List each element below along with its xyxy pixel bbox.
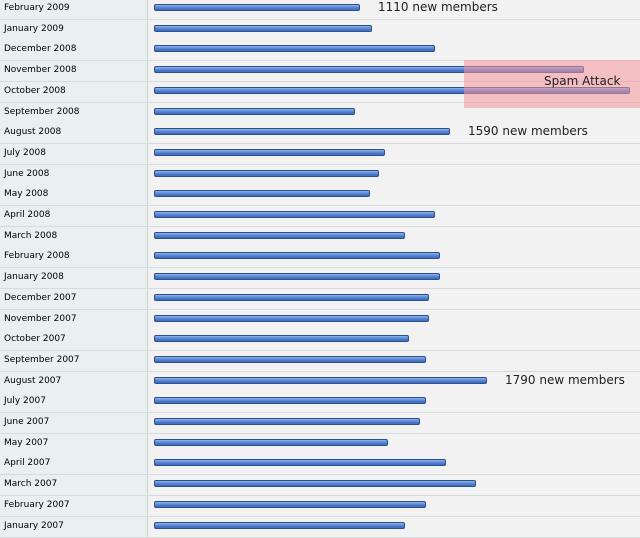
category-label: November 2008: [4, 65, 77, 76]
row-label-cell: October 2007: [0, 330, 148, 351]
row-label-cell: July 2008: [0, 143, 148, 164]
bar: [154, 335, 409, 343]
member-count-annotation: 1590 new members: [468, 124, 588, 139]
row-label-cell: January 2008: [0, 268, 148, 289]
row-label-cell: September 2007: [0, 350, 148, 371]
row-label-cell: November 2007: [0, 309, 148, 330]
category-label: March 2007: [4, 479, 58, 490]
row-label-cell: June 2008: [0, 164, 148, 185]
category-label: February 2008: [4, 251, 70, 262]
category-label: December 2008: [4, 44, 77, 55]
row-label-cell: February 2008: [0, 247, 148, 268]
category-label: September 2008: [4, 106, 80, 117]
category-label: November 2007: [4, 313, 77, 324]
bar: [154, 190, 370, 198]
bar: [154, 24, 372, 32]
bar: [154, 418, 420, 425]
row-label-cell: March 2008: [0, 226, 148, 247]
bar: [154, 397, 426, 405]
category-label: August 2007: [4, 375, 62, 386]
bar: [154, 252, 440, 260]
row-label-cell: August 2008: [0, 123, 148, 144]
category-label: February 2009: [4, 3, 70, 13]
bar: [154, 45, 435, 53]
bar: [154, 459, 446, 467]
member-count-annotation: 1790 new members: [505, 372, 625, 387]
category-label: October 2008: [4, 85, 66, 96]
category-label: March 2008: [4, 230, 58, 241]
row-label-cell: January 2007: [0, 516, 148, 537]
category-label: September 2007: [4, 354, 80, 365]
bar: [154, 231, 405, 239]
bar: [154, 438, 388, 446]
bar: [154, 273, 440, 281]
category-label: May 2008: [4, 189, 49, 200]
row-label-cell: February 2009: [0, 0, 148, 19]
bar: [154, 148, 385, 156]
bar: [154, 169, 379, 177]
row-label-cell: August 2007: [0, 371, 148, 392]
spam-attack-highlight: [464, 59, 640, 108]
category-label: August 2008: [4, 127, 62, 138]
bar: [154, 4, 360, 11]
category-label: July 2008: [4, 147, 46, 158]
category-label: June 2008: [4, 168, 50, 179]
row-label-cell: May 2007: [0, 433, 148, 454]
row-label-cell: September 2008: [0, 102, 148, 123]
bar: [154, 128, 450, 136]
bar: [154, 211, 435, 218]
row-label-cell: March 2007: [0, 475, 148, 496]
row-label-cell: November 2008: [0, 61, 148, 82]
row-label-cell: April 2007: [0, 454, 148, 475]
category-label: January 2008: [4, 272, 64, 283]
bar: [154, 355, 426, 363]
row-label-cell: April 2008: [0, 206, 148, 226]
row-label-cell: October 2008: [0, 81, 148, 102]
category-label: June 2007: [4, 417, 50, 427]
category-label: January 2009: [4, 23, 64, 34]
row-label-cell: February 2007: [0, 495, 148, 516]
category-label: January 2007: [4, 520, 64, 531]
spam-attack-annotation: Spam Attack: [544, 73, 621, 88]
bar: [154, 293, 429, 301]
category-label: December 2007: [4, 292, 77, 303]
row-label-cell: January 2009: [0, 19, 148, 40]
member-count-annotation: 1110 new members: [378, 0, 498, 14]
category-label: October 2007: [4, 334, 66, 345]
bar: [154, 107, 355, 115]
bar: [154, 314, 429, 322]
row-label-cell: December 2008: [0, 40, 148, 61]
category-label: May 2007: [4, 437, 49, 448]
row-label-cell: December 2007: [0, 288, 148, 309]
category-label: April 2007: [4, 458, 51, 469]
category-label: April 2008: [4, 210, 51, 220]
bar: [154, 480, 476, 488]
row-label-cell: July 2007: [0, 392, 148, 413]
row-label-cell: May 2008: [0, 185, 148, 206]
bar: [154, 376, 487, 384]
bar: [154, 500, 426, 508]
row-label-cell: June 2007: [0, 413, 148, 433]
category-label: July 2007: [4, 396, 46, 407]
category-label: February 2007: [4, 499, 70, 510]
bar: [154, 521, 405, 529]
